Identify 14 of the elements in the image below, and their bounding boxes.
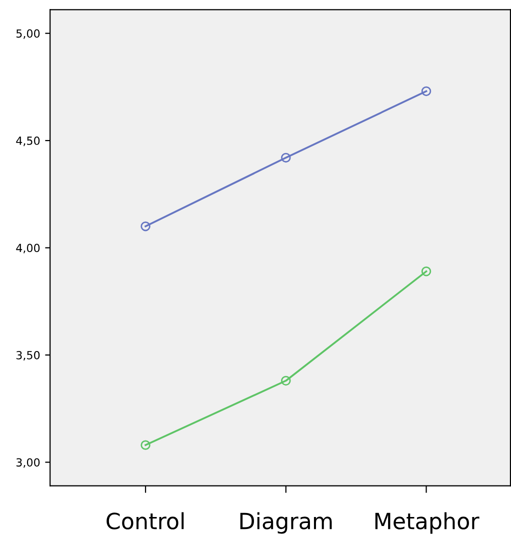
- y-tick-label: 4,50: [16, 136, 40, 146]
- y-tick-label: 3,50: [16, 350, 40, 361]
- y-tick-label: 4,00: [16, 244, 40, 254]
- point: [281, 376, 291, 386]
- x-tick-label: Control: [106, 512, 184, 530]
- point: [281, 152, 291, 163]
- point: [140, 440, 150, 450]
- y-tick-label: 5,00: [16, 29, 40, 39]
- point: [140, 221, 150, 232]
- point: [421, 86, 432, 96]
- point: [421, 266, 432, 276]
- x-tick-label: Metaphor: [375, 512, 480, 534]
- y-tick-label: 3,00: [16, 458, 40, 468]
- x-tick-label: Diagram: [240, 512, 332, 534]
